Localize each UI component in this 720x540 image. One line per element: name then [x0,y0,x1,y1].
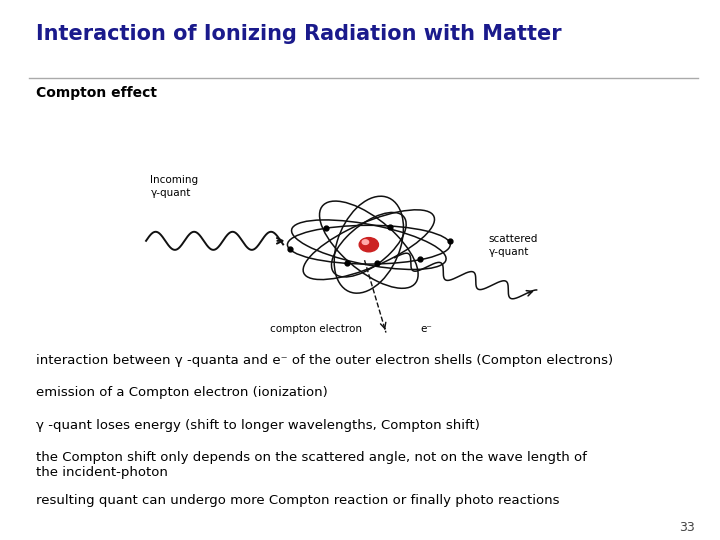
Text: γ-quant: γ-quant [150,188,191,198]
Text: γ -quant loses energy (shift to longer wavelengths, Compton shift): γ -quant loses energy (shift to longer w… [36,418,480,431]
Text: 33: 33 [679,521,695,534]
Text: compton electron: compton electron [270,323,362,334]
Ellipse shape [359,238,379,252]
Text: scattered: scattered [489,234,538,245]
Text: Compton effect: Compton effect [36,86,157,100]
Ellipse shape [362,240,369,245]
Text: emission of a Compton electron (ionization): emission of a Compton electron (ionizati… [36,386,328,399]
Text: e⁻: e⁻ [420,323,432,334]
Text: Interaction of Ionizing Radiation with Matter: Interaction of Ionizing Radiation with M… [36,24,562,44]
Text: Incoming: Incoming [150,175,199,185]
Text: γ-quant: γ-quant [489,247,529,257]
Text: resulting quant can undergo more Compton reaction or finally photo reactions: resulting quant can undergo more Compton… [36,494,559,507]
Text: the Compton shift only depends on the scattered angle, not on the wave length of: the Compton shift only depends on the sc… [36,451,587,479]
Text: interaction between γ -quanta and e⁻ of the outer electron shells (Compton elect: interaction between γ -quanta and e⁻ of … [36,354,613,367]
